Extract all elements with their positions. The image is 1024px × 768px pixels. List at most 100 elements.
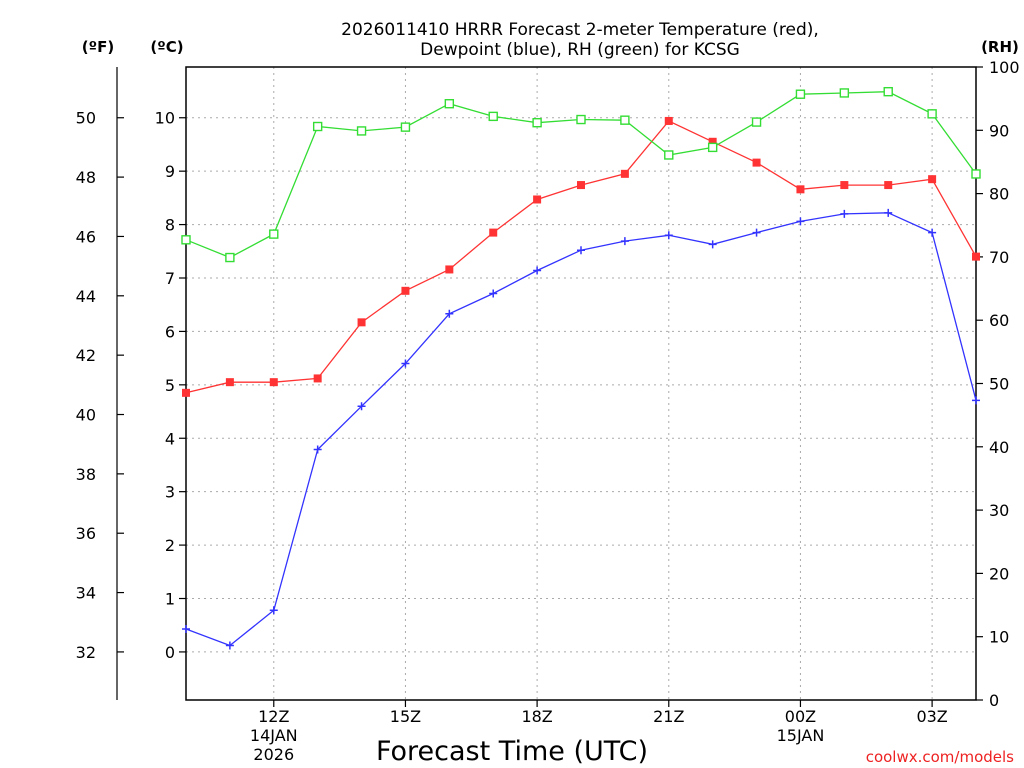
fahrenheit-unit-label: (ºF) [82,38,114,56]
temperature-line [185,120,977,394]
celsius-tick-label: 1 [165,590,175,609]
credit-text: coolwx.com/models [866,748,1014,766]
temperature-point [489,228,498,237]
dewpoint-point [577,246,585,255]
time-tick-label: 03Z [916,707,947,726]
fahrenheit-tick-label: 48 [76,168,96,187]
celsius-tick-label: 2 [165,536,175,555]
rh-point [795,89,806,99]
dewpoint-point [708,240,717,249]
celsius-tick-label: 0 [165,643,175,662]
temperature-point [972,252,980,261]
rh-tick-label: 60 [989,311,1009,330]
dewpoint-point [489,289,498,298]
rh-point [839,88,850,98]
chart-title-line2: Dewpoint (blue), RH (green) for KCSG [420,40,740,60]
time-tick-label: 12Z [258,707,289,726]
dewpoint-point [357,402,366,411]
temperature-point [577,181,585,190]
celsius-tick-label: 7 [165,269,175,288]
fahrenheit-tick-label: 44 [76,287,96,306]
fahrenheit-tick-label: 34 [76,584,96,603]
rh-point [576,114,586,125]
dewpoint-point [840,209,849,218]
rh-tick-label: 100 [989,58,1020,77]
dewpoint-point [533,266,542,275]
gridlines [186,67,976,700]
dewpoint-point [796,217,805,226]
rh-tick-label: 20 [989,564,1009,583]
rh-point [532,118,542,128]
dewpoint-point [752,228,761,237]
chart-title-line1: 2026011410 HRRR Forecast 2-meter Tempera… [341,20,819,40]
temperature-point [533,195,542,204]
celsius-tick-label: 5 [165,376,175,395]
temperature-point [401,286,410,295]
celsius-unit-label: (ºC) [150,38,183,56]
temperature-point [445,265,454,274]
rh-tick-label: 50 [989,375,1009,394]
fahrenheit-tick-label: 32 [76,643,96,662]
fahrenheit-tick-label: 46 [76,227,96,246]
time-tick-date: 15JAN [777,726,825,745]
dewpoint-point [620,237,629,246]
rh-point [707,142,718,153]
dewpoint-point [884,208,893,217]
rh-point [312,121,323,132]
celsius-tick-label: 3 [165,483,175,502]
temperature-point [796,185,805,194]
fahrenheit-tick-label: 38 [76,465,96,484]
temperature-point [313,374,322,383]
dewpoint-point [445,309,454,318]
rh-point [181,235,191,245]
celsius-tick-label: 10 [155,109,175,128]
dewpoint-point [225,641,234,650]
rh-point [751,117,762,127]
rh-point [883,86,893,97]
dewpoint-series [182,208,980,650]
fahrenheit-tick-label: 40 [76,406,96,425]
time-tick-label: 00Z [785,707,816,726]
temperature-point [708,137,717,146]
time-tick-year: 2026 [253,745,294,764]
time-tick-label: 15Z [390,707,421,726]
rh-tick-label: 80 [989,185,1009,204]
celsius-tick-label: 4 [165,429,175,448]
temperature-point [225,378,234,387]
x-axis-title: Forecast Time (UTC) [376,736,648,767]
temperature-point [620,169,629,178]
temperature-point [664,116,673,125]
celsius-axis-ticks: 0 1 2 3 4 5 6 7 8 9 10 [155,109,186,662]
temperature-point [884,181,893,190]
dewpoint-point [401,359,410,368]
rh-tick-label: 90 [989,121,1009,140]
celsius-tick-label: 6 [165,322,175,341]
fahrenheit-tick-label: 50 [76,109,96,128]
rh-point [927,109,937,119]
temperature-point [182,388,190,397]
data-series [181,86,981,650]
temperature-point [269,378,278,387]
rh-tick-label: 0 [989,691,999,710]
rh-point [356,126,367,136]
rh-point [400,122,411,132]
dewpoint-point [972,396,980,405]
celsius-tick-label: 9 [165,162,175,181]
rh-point [444,99,455,109]
rh-tick-label: 40 [989,438,1009,457]
rh-point [269,229,279,239]
dewpoint-point [182,624,190,633]
temperature-point [357,318,366,327]
rh-unit-label: (RH) [981,38,1019,56]
rh-point [225,252,235,263]
rh-tick-label: 30 [989,501,1009,520]
dewpoint-point [928,228,937,237]
rh-tick-label: 10 [989,628,1009,647]
temperature-point [752,158,761,167]
temperature-point [840,181,849,190]
rh-point [620,115,630,125]
rh-point [971,169,981,179]
temperature-point [928,175,937,184]
